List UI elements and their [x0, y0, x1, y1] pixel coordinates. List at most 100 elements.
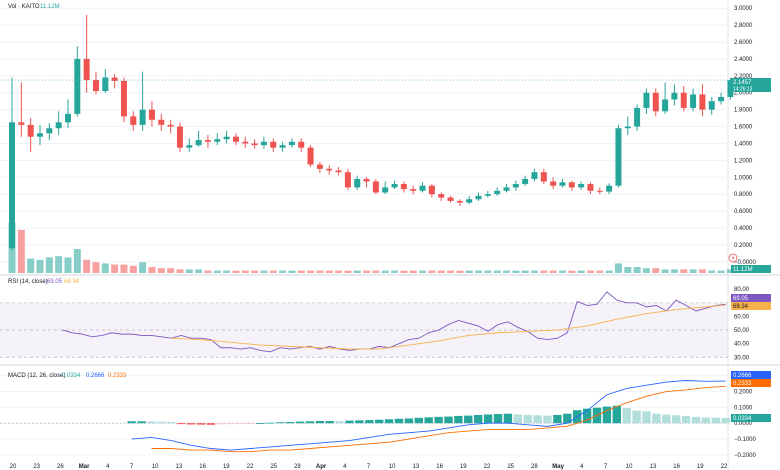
candle-body[interactable]: [55, 122, 62, 129]
volume-bar[interactable]: [335, 270, 343, 273]
macd-histogram-bar[interactable]: [474, 414, 483, 424]
candle-body[interactable]: [475, 195, 482, 200]
macd-histogram-bar[interactable]: [206, 423, 216, 425]
candle-body[interactable]: [167, 124, 174, 127]
volume-bar[interactable]: [540, 270, 548, 273]
volume-bar[interactable]: [139, 262, 147, 273]
macd-histogram-bar[interactable]: [602, 406, 612, 424]
volume-bar[interactable]: [176, 269, 184, 273]
macd-histogram-bar[interactable]: [612, 405, 621, 424]
volume-bar[interactable]: [596, 270, 604, 273]
volume-bar[interactable]: [36, 259, 44, 273]
volume-bar[interactable]: [689, 269, 697, 273]
volume-bar[interactable]: [558, 270, 566, 273]
candle-body[interactable]: [9, 122, 15, 249]
volume-bar[interactable]: [372, 270, 380, 273]
price-pane[interactable]: [0, 14, 734, 273]
candle-body[interactable]: [223, 136, 230, 140]
macd-histogram-bar[interactable]: [681, 416, 691, 424]
macd-histogram-bar[interactable]: [355, 420, 364, 424]
volume-bar[interactable]: [45, 257, 53, 273]
candle-body[interactable]: [447, 197, 454, 201]
volume-bar[interactable]: [391, 270, 399, 273]
candle-body[interactable]: [662, 99, 669, 112]
volume-bar[interactable]: [717, 270, 725, 273]
candle-body[interactable]: [195, 140, 202, 146]
volume-bar[interactable]: [325, 270, 333, 273]
candle-body[interactable]: [540, 172, 547, 182]
macd-histogram-bar[interactable]: [384, 419, 394, 424]
macd-histogram-bar[interactable]: [167, 421, 176, 424]
macd-histogram-bar[interactable]: [444, 416, 453, 424]
candle-body[interactable]: [83, 58, 90, 81]
macd-pane[interactable]: [0, 380, 730, 453]
macd-histogram-bar[interactable]: [226, 423, 235, 425]
macd-histogram-bar[interactable]: [543, 415, 552, 424]
candle-body[interactable]: [148, 109, 155, 120]
volume-bar[interactable]: [64, 257, 72, 273]
macd-histogram-bar[interactable]: [513, 414, 522, 424]
volume-bar[interactable]: [568, 270, 576, 273]
volume-bar[interactable]: [288, 270, 296, 273]
candle-body[interactable]: [606, 185, 613, 192]
candle-body[interactable]: [354, 178, 361, 188]
candle-body[interactable]: [559, 182, 566, 186]
volume-bar[interactable]: [400, 270, 408, 273]
macd-histogram-bar[interactable]: [157, 421, 166, 424]
candle-body[interactable]: [391, 184, 398, 188]
volume-bar[interactable]: [83, 259, 91, 273]
volume-bar[interactable]: [241, 270, 249, 273]
candle-body[interactable]: [708, 101, 715, 110]
macd-histogram-bar[interactable]: [434, 416, 443, 424]
macd-histogram-bar[interactable]: [295, 421, 305, 424]
candle-body[interactable]: [214, 139, 221, 142]
candle-body[interactable]: [671, 92, 678, 100]
macd-histogram-bar[interactable]: [563, 413, 572, 424]
volume-bar[interactable]: [185, 269, 193, 273]
candle-body[interactable]: [18, 122, 25, 125]
volume-bar[interactable]: [381, 270, 389, 273]
macd-histogram-bar[interactable]: [177, 423, 186, 425]
macd-histogram-bar[interactable]: [315, 420, 324, 424]
candle-body[interactable]: [288, 141, 295, 146]
volume-bar[interactable]: [260, 270, 268, 273]
candle-body[interactable]: [102, 77, 109, 92]
candle-body[interactable]: [615, 128, 622, 186]
macd-histogram-bar[interactable]: [285, 421, 295, 424]
macd-histogram-bar[interactable]: [652, 413, 661, 424]
volume-bar[interactable]: [120, 264, 128, 273]
volume-bar[interactable]: [279, 270, 287, 273]
macd-histogram-bar[interactable]: [582, 408, 592, 424]
volume-bar[interactable]: [642, 268, 650, 273]
candle-body[interactable]: [690, 94, 697, 108]
macd-histogram-bar[interactable]: [127, 421, 136, 424]
volume-bar[interactable]: [670, 269, 678, 273]
macd-histogram-bar[interactable]: [454, 415, 463, 424]
candle-body[interactable]: [643, 92, 650, 108]
signal-line[interactable]: [151, 385, 726, 453]
volume-bar[interactable]: [493, 270, 501, 273]
macd-line[interactable]: [131, 380, 726, 451]
rsi-pane[interactable]: [0, 291, 728, 358]
volume-bar[interactable]: [307, 270, 315, 273]
macd-histogram-bar[interactable]: [186, 423, 196, 425]
macd-histogram-bar[interactable]: [553, 414, 562, 424]
candle-body[interactable]: [400, 184, 407, 190]
volume-bar[interactable]: [428, 270, 436, 273]
candle-body[interactable]: [158, 119, 165, 125]
volume-bar[interactable]: [708, 270, 716, 273]
volume-bar[interactable]: [614, 263, 622, 273]
macd-histogram-bar[interactable]: [147, 421, 156, 424]
volume-bar[interactable]: [698, 269, 706, 273]
lightning-icon[interactable]: [728, 253, 738, 263]
candle-body[interactable]: [279, 145, 286, 148]
volume-bar[interactable]: [17, 229, 25, 273]
volume-bar[interactable]: [726, 269, 734, 273]
volume-bar[interactable]: [213, 270, 221, 273]
volume-bar[interactable]: [437, 270, 445, 273]
candle-body[interactable]: [466, 199, 473, 203]
rsi-line[interactable]: [62, 291, 726, 353]
volume-bar[interactable]: [577, 270, 585, 273]
macd-histogram-bar[interactable]: [276, 422, 285, 424]
